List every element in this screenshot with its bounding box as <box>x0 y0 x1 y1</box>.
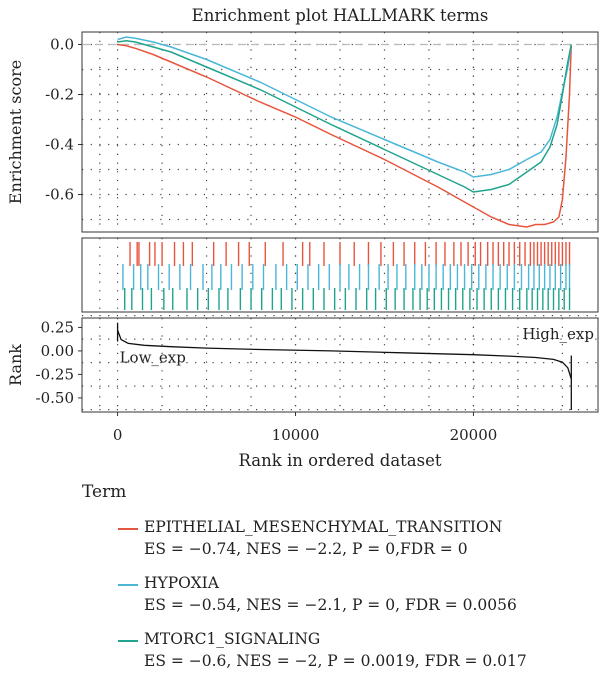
es-y-axis-label: Enrichment score <box>6 60 25 204</box>
legend-name-mtorc1: MTORC1_SIGNALING <box>144 630 321 648</box>
es-line-0 <box>117 43 573 228</box>
legend-name-hypoxia: HYPOXIA <box>144 574 219 592</box>
legend-item-hypoxia: HYPOXIA ES = −0.54, NES = −2.1, P = 0, F… <box>82 572 582 616</box>
legend-title: Term <box>82 482 127 502</box>
es-line-1 <box>117 36 573 178</box>
x-tick-label-0: 0 <box>113 426 123 444</box>
legend-item-mtorc1: MTORC1_SIGNALING ES = −0.6, NES = −2, P … <box>82 628 582 672</box>
chart-title: Enrichment plot HALLMARK terms <box>192 6 489 25</box>
es-curves <box>117 36 573 228</box>
legend-key-hypoxia <box>118 584 138 586</box>
legend-stats-emt: ES = −0.74, NES = −2.2, P = 0,FDR = 0 <box>144 540 468 558</box>
rank-tick-label-3: -0.50 <box>36 389 74 407</box>
legend-stats-hypoxia: ES = −0.54, NES = −2.1, P = 0, FDR = 0.0… <box>144 596 517 614</box>
legend-key-emt <box>118 528 138 530</box>
legend-stats-mtorc1: ES = −0.6, NES = −2, P = 0.0019, FDR = 0… <box>144 652 527 670</box>
low-exp-label: Low_exp <box>120 348 186 366</box>
es-tick-label-2: -0.4 <box>45 136 74 154</box>
legend: Term EPITHELIAL_MESENCHYMAL_TRANSITION E… <box>82 482 582 684</box>
rank-metric-line <box>116 329 572 380</box>
es-y-ticks: 0.0 -0.2 -0.4 -0.6 <box>45 36 82 204</box>
es-line-2 <box>117 40 573 193</box>
legend-key-mtorc1 <box>118 640 138 642</box>
x-tick-label-1: 10000 <box>272 426 320 444</box>
rank-tick-label-0: 0.25 <box>41 318 74 336</box>
legend-name-emt: EPITHELIAL_MESENCHYMAL_TRANSITION <box>144 518 503 536</box>
x-axis-label: Rank in ordered dataset <box>239 451 442 470</box>
legend-item-emt: EPITHELIAL_MESENCHYMAL_TRANSITION ES = −… <box>82 516 582 560</box>
rank-tick-label-1: 0.00 <box>41 342 74 360</box>
es-panel <box>81 31 599 233</box>
hit-marks <box>122 242 571 310</box>
gsea-chart: Enrichment plot HALLMARK terms 0.0 -0.2 -0… <box>6 6 599 470</box>
es-tick-label-1: -0.2 <box>45 86 74 104</box>
x-ticks: 0 10000 20000 <box>113 412 497 444</box>
rank-grid <box>82 315 598 412</box>
rank-y-ticks: 0.25 0.00 -0.25 -0.50 <box>36 318 82 407</box>
rank-tick-label-2: -0.25 <box>36 365 74 383</box>
x-tick-label-2: 20000 <box>450 426 498 444</box>
es-tick-label-0: 0.0 <box>50 36 74 54</box>
high-exp-label: High_exp <box>522 325 594 343</box>
es-tick-label-3: -0.6 <box>45 186 74 204</box>
rank-y-axis-label: Rank <box>6 344 25 386</box>
